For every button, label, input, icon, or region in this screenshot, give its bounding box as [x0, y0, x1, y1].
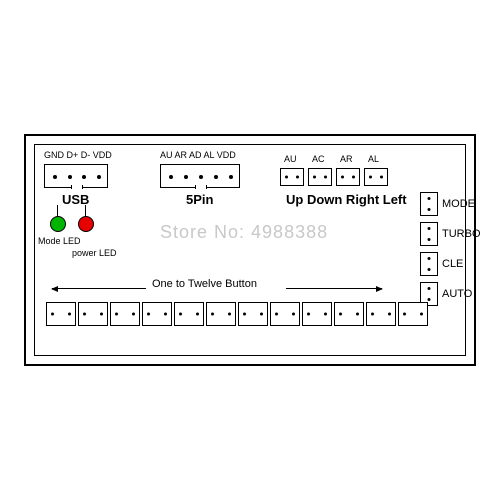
- direction-pin-label: AU: [284, 154, 297, 164]
- button-pair: [366, 302, 396, 326]
- button-pair: [206, 302, 236, 326]
- side-pair-label: MODE: [442, 198, 475, 210]
- side-pair: [420, 252, 438, 276]
- fivepin-label: 5Pin: [186, 192, 213, 207]
- mode-led: [50, 216, 66, 232]
- usb-connector: [44, 164, 108, 188]
- side-pair-label: AUTO: [442, 288, 472, 300]
- watermark-text: Store No: 4988388: [160, 222, 328, 243]
- direction-pin-label: AR: [340, 154, 353, 164]
- button-pair: [46, 302, 76, 326]
- directions-label: Up Down Right Left: [286, 192, 407, 207]
- power-led: [78, 216, 94, 232]
- fivepin-pin-labels: AU AR AD AL VDD: [160, 150, 236, 160]
- button-pair: [142, 302, 172, 326]
- bottom-row-label: One to Twelve Button: [152, 278, 257, 290]
- mode-led-lead: [57, 205, 58, 216]
- direction-pair: [364, 168, 388, 186]
- power-led-label: power LED: [72, 248, 117, 258]
- button-pair: [334, 302, 364, 326]
- usb-pin-labels: GND D+ D- VDD: [44, 150, 112, 160]
- direction-pair: [280, 168, 304, 186]
- button-pair: [302, 302, 332, 326]
- button-pair: [238, 302, 268, 326]
- power-led-lead: [85, 205, 86, 216]
- direction-pair: [308, 168, 332, 186]
- button-pair: [270, 302, 300, 326]
- fivepin-connector: [160, 164, 240, 188]
- mode-led-label: Mode LED: [38, 236, 81, 246]
- side-pair: [420, 222, 438, 246]
- button-pair: [398, 302, 428, 326]
- side-pair: [420, 192, 438, 216]
- button-pair: [110, 302, 140, 326]
- direction-pair: [336, 168, 360, 186]
- side-pair-label: CLE: [442, 258, 463, 270]
- button-pair: [78, 302, 108, 326]
- direction-pin-label: AL: [368, 154, 379, 164]
- direction-pin-label: AC: [312, 154, 325, 164]
- side-pair-label: TURBO: [442, 228, 481, 240]
- button-pair: [174, 302, 204, 326]
